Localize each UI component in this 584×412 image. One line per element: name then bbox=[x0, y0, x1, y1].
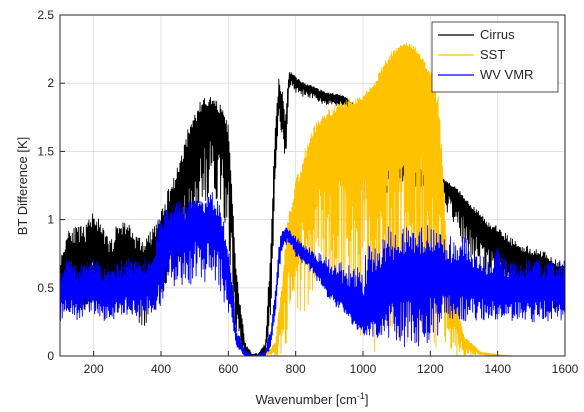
y-tick-label: 0 bbox=[47, 349, 54, 363]
x-tick-label: 600 bbox=[218, 362, 238, 376]
x-tick-label: 1600 bbox=[552, 362, 579, 376]
x-tick-label: 800 bbox=[286, 362, 306, 376]
y-tick-label: 1 bbox=[47, 213, 54, 227]
y-tick-label: 2 bbox=[47, 76, 54, 90]
x-tick-label: 1400 bbox=[484, 362, 511, 376]
legend: Cirrus SST WV VMR bbox=[431, 21, 559, 93]
y-tick-label: 0.5 bbox=[37, 281, 54, 295]
x-tick-label: 1200 bbox=[417, 362, 444, 376]
plot-frame bbox=[59, 14, 566, 357]
x-axis: 200 400 600 800 1000 1200 1400 1600 bbox=[84, 351, 579, 376]
plot-area bbox=[60, 42, 565, 356]
y-axis: 0 0.5 1 1.5 2 2.5 bbox=[37, 8, 65, 363]
x-axis-label: Wavenumber [cm-1] bbox=[255, 391, 368, 407]
legend-label: Cirrus bbox=[480, 27, 515, 42]
legend-label: WV VMR bbox=[480, 67, 533, 82]
series-line-wv-vmr bbox=[60, 192, 565, 356]
series-layer bbox=[60, 42, 565, 356]
x-tick-label: 200 bbox=[84, 362, 104, 376]
legend-box bbox=[431, 21, 559, 93]
series-line-sst bbox=[60, 42, 565, 356]
x-tick-label: 400 bbox=[151, 362, 171, 376]
y-tick-label: 1.5 bbox=[37, 144, 54, 158]
legend-label: SST bbox=[480, 47, 505, 62]
x-tick-label: 1000 bbox=[350, 362, 377, 376]
y-axis-label: BT Difference [K] bbox=[15, 137, 30, 236]
y-tick-label: 2.5 bbox=[37, 8, 54, 22]
series-line-cirrus bbox=[60, 72, 565, 356]
